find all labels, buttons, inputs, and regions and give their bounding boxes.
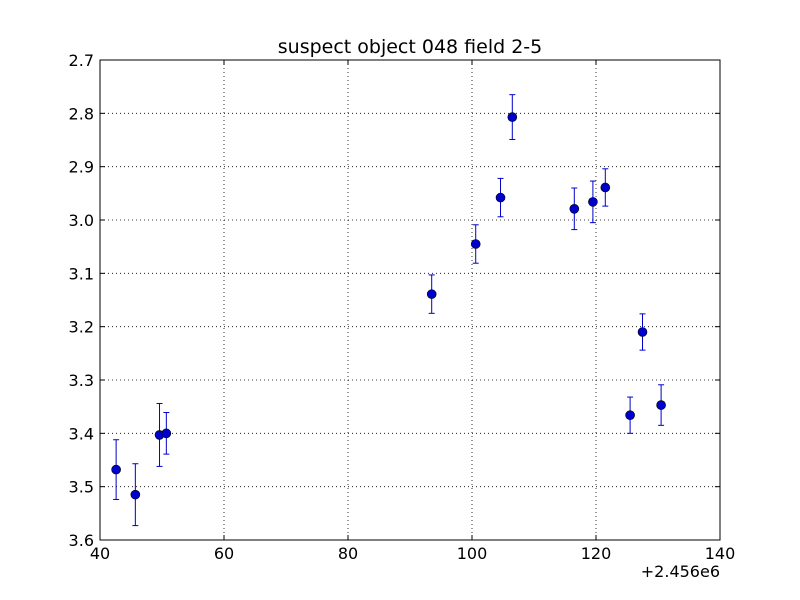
data-point <box>111 464 121 475</box>
y-tick-labels: 2.7 2.8 2.9 3.0 3.1 3.2 3.3 3.4 3.5 3.6 <box>69 51 94 550</box>
data-point-group <box>588 180 598 224</box>
data-point <box>637 327 648 337</box>
data-point-group <box>656 384 666 426</box>
x-tick-label: 100 <box>457 544 488 563</box>
data-point-group <box>600 168 611 207</box>
y-tick-label: 3.1 <box>69 264 94 283</box>
data-point-group <box>495 177 506 218</box>
chart-title: suspect object 048 field 2-5 <box>278 36 543 58</box>
data-point <box>600 182 611 193</box>
data-point-group <box>625 396 635 434</box>
x-tick-label: 120 <box>581 544 612 563</box>
y-tick-label: 3.5 <box>69 478 94 497</box>
data-point <box>625 410 635 421</box>
data-point <box>507 112 518 122</box>
data-point <box>495 192 506 203</box>
y-tick-label: 2.8 <box>69 104 94 123</box>
y-tick-label: 3.3 <box>69 371 94 390</box>
data-point-group <box>569 187 580 231</box>
y-tick-label: 3.0 <box>69 211 94 230</box>
data-point <box>588 197 598 207</box>
data-point-group <box>507 94 518 140</box>
x-tick-label: 40 <box>90 544 110 563</box>
plot-frame <box>99 59 721 541</box>
x-tick-labels: 40 60 80 100 120 140 <box>90 544 735 563</box>
x-tick-label: 140 <box>705 544 736 563</box>
data-series <box>111 94 666 527</box>
y-tick-label: 3.4 <box>69 424 94 443</box>
data-point-group <box>130 463 141 527</box>
data-point-group <box>470 224 481 264</box>
y-tick-label: 3.2 <box>69 318 94 337</box>
data-point <box>130 489 141 500</box>
axis-ticks <box>99 59 721 541</box>
data-point <box>569 204 580 214</box>
y-tick-label: 3.6 <box>69 531 94 550</box>
data-point-group <box>111 439 121 500</box>
data-point <box>470 239 481 249</box>
grid-lines <box>99 59 721 541</box>
x-offset-label: +2.456e6 <box>641 562 720 581</box>
data-point-group <box>426 274 437 314</box>
data-point <box>656 400 666 410</box>
data-point <box>161 428 172 439</box>
x-tick-label: 60 <box>214 544 234 563</box>
data-point <box>426 289 437 299</box>
data-point-group <box>637 313 648 351</box>
data-point-group <box>161 412 172 455</box>
x-tick-label: 80 <box>338 544 358 563</box>
y-tick-label: 2.7 <box>69 51 94 70</box>
y-tick-label: 2.9 <box>69 158 94 177</box>
